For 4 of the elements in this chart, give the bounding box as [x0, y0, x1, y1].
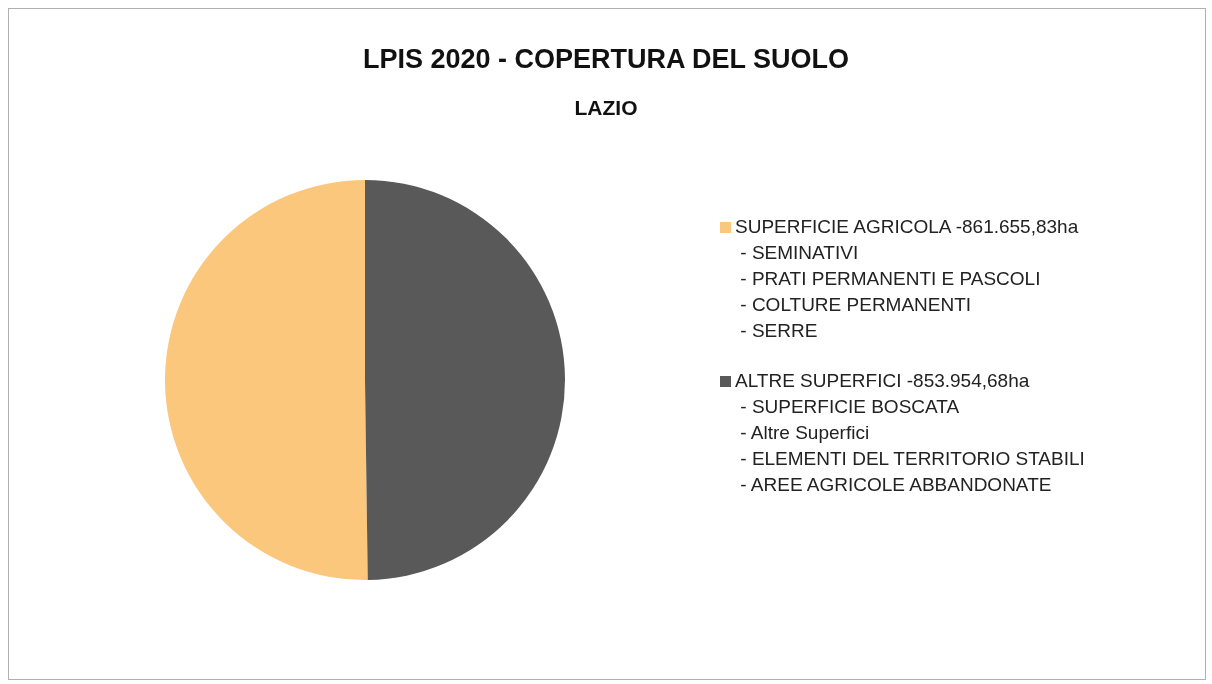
chart-subtitle: LAZIO	[573, 96, 639, 120]
chart-title: LPIS 2020 - COPERTURA DEL SUOLO	[361, 44, 851, 75]
legend-label: ALTRE SUPERFICI -853.954,68ha - SUPERFICIE BOSCATA - Altre Superfici - ELEMENTI DEL TERRITORIO STABILI - AREE AGRICOLE ABBANDONATE	[735, 369, 1085, 497]
legend-label: SUPERFICIE AGRICOLA -861.655,83ha - SEMINATIVI - PRATI PERMANENTI E PASCOLI - COLTURE PERMANENTI - SERRE	[735, 215, 1079, 343]
